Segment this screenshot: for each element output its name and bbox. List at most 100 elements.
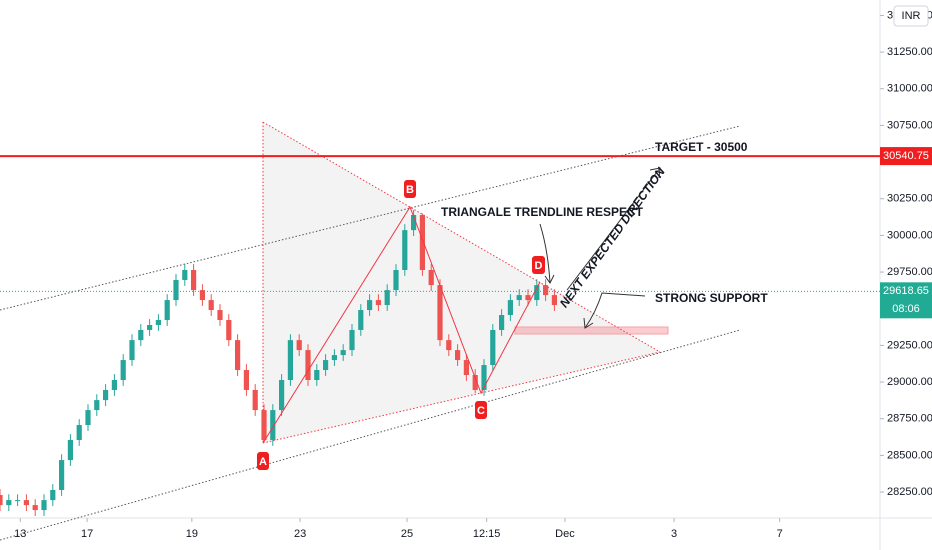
candle-body [0, 494, 3, 506]
point-label: B [406, 184, 414, 196]
candle-body [287, 340, 293, 380]
candle-body [358, 310, 364, 330]
candle-body [103, 389, 109, 401]
candle-body [305, 350, 311, 380]
candle-body [243, 370, 249, 390]
y-tick-label: 29250.00 [887, 339, 932, 351]
x-tick-label: 25 [401, 528, 413, 540]
y-tick-label: 28250.00 [887, 486, 932, 498]
direction-arrowhead [649, 167, 661, 179]
support-arrowhead [583, 317, 594, 329]
candle-body [191, 269, 197, 291]
candle-body [331, 355, 337, 361]
y-tick-label: 30000.00 [887, 229, 932, 241]
countdown: 08:06 [892, 303, 920, 315]
candle-body [419, 215, 425, 270]
candle-body [402, 230, 408, 270]
candle-body [94, 400, 100, 411]
candle-body [472, 375, 478, 390]
y-tick-label: 28750.00 [887, 413, 932, 425]
abcd-pattern [262, 205, 541, 444]
candle-body [199, 290, 205, 301]
point-badge [404, 180, 416, 198]
candle-body [252, 389, 258, 411]
candle-body [67, 439, 73, 461]
y-tick-label: 28500.00 [887, 449, 932, 461]
y-tick-label: 30250.00 [887, 193, 932, 205]
candle-body [59, 460, 65, 490]
last-price: 29618.65 [883, 285, 929, 297]
point-label: A [259, 456, 267, 468]
point-badge [532, 256, 545, 274]
currency-badge [893, 5, 929, 27]
candle-body [164, 300, 170, 321]
candle-body [543, 285, 549, 296]
candle-body [120, 360, 126, 380]
x-tick-label: 3 [671, 528, 677, 540]
candle-body [499, 315, 505, 330]
support-arrow [584, 292, 646, 329]
candle-body [446, 340, 452, 351]
candle-body [147, 324, 153, 330]
point-label: C [477, 405, 485, 417]
candle-body [507, 300, 513, 316]
candle-body [208, 300, 214, 311]
candle-body [340, 350, 346, 356]
candle-body [349, 329, 355, 351]
x-tick-label: 19 [186, 528, 198, 540]
y-tick-label: 31000.00 [887, 83, 932, 95]
annotation-target: TARGET - 30500 [655, 140, 748, 154]
target-badge [880, 147, 932, 166]
candle-body [525, 295, 531, 301]
candle-body [551, 295, 557, 306]
last-price-badge [880, 282, 932, 319]
candle-body [129, 340, 135, 361]
candle-body [296, 340, 302, 351]
channel-lower [0, 329, 741, 541]
currency-label: INR [902, 10, 921, 22]
candle-body [516, 295, 522, 301]
candle-body [534, 285, 540, 301]
x-tick-label: 23 [294, 528, 306, 540]
candle-body [437, 285, 443, 341]
price-axis: 13 17 19 23 25 12:15 Dec 3 7 28250.00 28500.00 2875… [14, 9, 932, 540]
candle-body [217, 310, 223, 321]
triangle-fill [263, 122, 660, 443]
candle-body [384, 290, 390, 306]
candle-body [6, 500, 12, 506]
x-tick-label: 12:15 [473, 528, 501, 540]
candle-body [411, 215, 417, 231]
x-tick-label: Dec [555, 528, 575, 540]
candle-body [85, 410, 91, 426]
candle-body [428, 269, 434, 286]
candle-body [463, 360, 469, 376]
candle-body [270, 410, 276, 440]
y-tick-label: 30750.00 [887, 119, 932, 131]
candle-body [182, 269, 188, 280]
candle-body [50, 489, 56, 501]
annotation-support: STRONG SUPPORT [655, 291, 768, 305]
support-zone [514, 326, 669, 335]
candle-body [76, 425, 82, 440]
candle-body [111, 379, 117, 390]
candles [0, 210, 557, 516]
y-tick-label: 31250.00 [887, 46, 932, 58]
candle-body [455, 350, 461, 361]
candle-body [490, 329, 496, 366]
candle-body [481, 365, 487, 390]
candle-body [261, 410, 267, 440]
x-tick-label: 17 [81, 528, 93, 540]
point-badge [257, 452, 269, 470]
x-tick-label: 13 [14, 528, 26, 540]
channel-upper [0, 125, 741, 311]
candle-body [375, 300, 381, 306]
candle-body [235, 340, 241, 371]
candle-body [314, 370, 320, 380]
candle-body [279, 379, 285, 411]
candle-body [23, 500, 29, 506]
annotation-trendline: TRIANGALE TRENDLINE RESPECT [441, 205, 644, 219]
point-label: D [535, 260, 543, 272]
point-badge [475, 401, 487, 419]
